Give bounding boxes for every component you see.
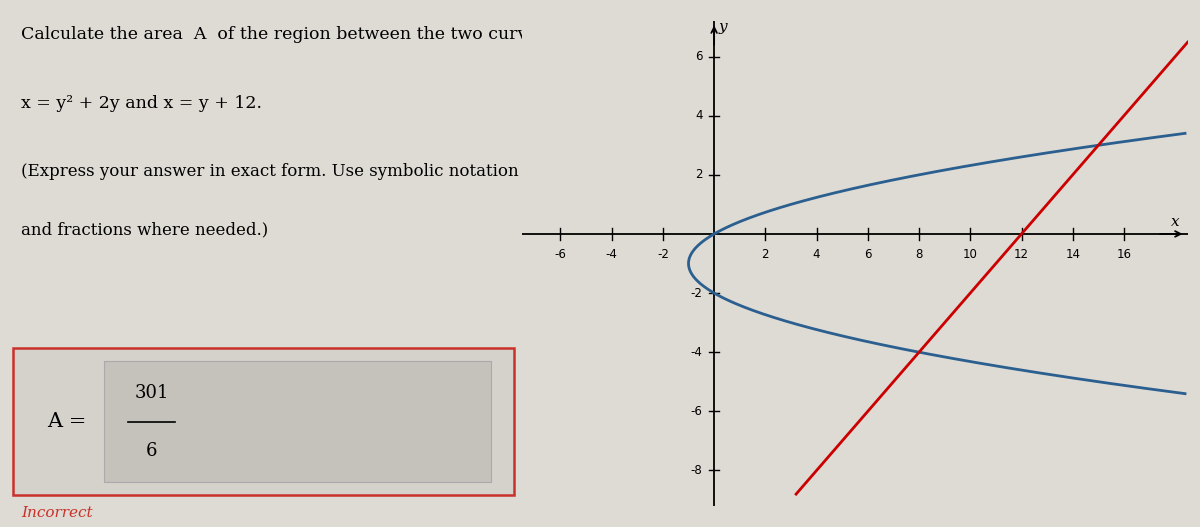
FancyBboxPatch shape — [104, 361, 491, 482]
Text: 14: 14 — [1066, 249, 1080, 261]
FancyBboxPatch shape — [13, 348, 514, 495]
Text: -6: -6 — [554, 249, 566, 261]
Text: Calculate the area  A  of the region between the two curves: Calculate the area A of the region betwe… — [20, 26, 546, 43]
Text: -2: -2 — [690, 287, 702, 299]
Text: x: x — [1171, 214, 1180, 229]
Text: -8: -8 — [691, 464, 702, 477]
Text: 8: 8 — [916, 249, 923, 261]
Text: Incorrect: Incorrect — [20, 506, 92, 520]
Text: 6: 6 — [695, 50, 702, 63]
Text: x = y² + 2y and x = y + 12.: x = y² + 2y and x = y + 12. — [20, 95, 262, 112]
Text: -2: -2 — [656, 249, 668, 261]
Text: 4: 4 — [695, 109, 702, 122]
Text: 4: 4 — [812, 249, 821, 261]
Text: -4: -4 — [690, 346, 702, 359]
Text: y: y — [719, 20, 727, 34]
Text: 6: 6 — [145, 442, 157, 460]
Text: A =: A = — [47, 412, 86, 431]
Text: 2: 2 — [762, 249, 769, 261]
Text: -6: -6 — [690, 405, 702, 418]
Text: 301: 301 — [134, 384, 169, 402]
Text: 12: 12 — [1014, 249, 1030, 261]
Text: 16: 16 — [1116, 249, 1132, 261]
Text: and fractions where needed.): and fractions where needed.) — [20, 221, 268, 238]
Text: 6: 6 — [864, 249, 871, 261]
Text: -4: -4 — [606, 249, 618, 261]
Text: 2: 2 — [695, 168, 702, 181]
Text: (Express your answer in exact form. Use symbolic notation: (Express your answer in exact form. Use … — [20, 163, 518, 180]
Text: 10: 10 — [962, 249, 978, 261]
